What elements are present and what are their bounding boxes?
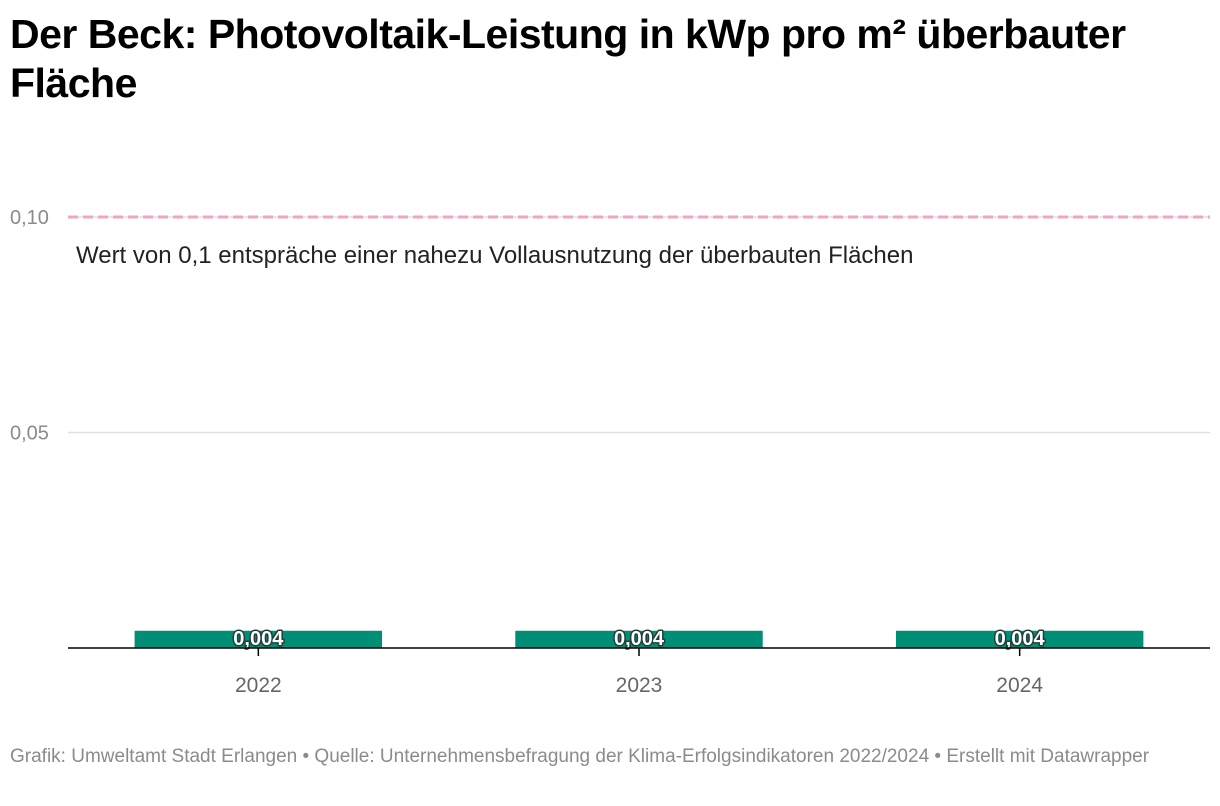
chart-title: Der Beck: Photovoltaik-Leistung in kWp p… (10, 11, 1126, 106)
chart-footer: Grafik: Umweltamt Stadt Erlangen • Quell… (10, 746, 1150, 767)
x-tick-label: 2024 (996, 674, 1043, 697)
reference-line-label: Wert von 0,1 entspräche einer nahezu Vol… (76, 242, 913, 269)
bar (515, 630, 763, 648)
x-axis: 2022 2023 2024 (68, 647, 1210, 697)
bar-value-label: 0,004 (614, 628, 665, 650)
bar (134, 630, 383, 648)
x-tick-label: 2022 (235, 674, 282, 697)
y-tick-label: 0,10 (10, 207, 49, 229)
x-tick-label: 2023 (616, 674, 663, 697)
bar-value-label: 0,004 (995, 628, 1046, 650)
y-tick-label: 0,05 (10, 423, 49, 445)
bar-chart: 0,05 0,10 Wert von 0,1 entspräche einer n… (10, 207, 1210, 697)
bars: 0,004 0,004 0,004 (134, 627, 1144, 652)
bar (895, 630, 1144, 648)
reference-line-group: Wert von 0,1 entspräche einer nahezu Vol… (68, 215, 1210, 269)
bar-value-label: 0,004 (233, 628, 284, 650)
